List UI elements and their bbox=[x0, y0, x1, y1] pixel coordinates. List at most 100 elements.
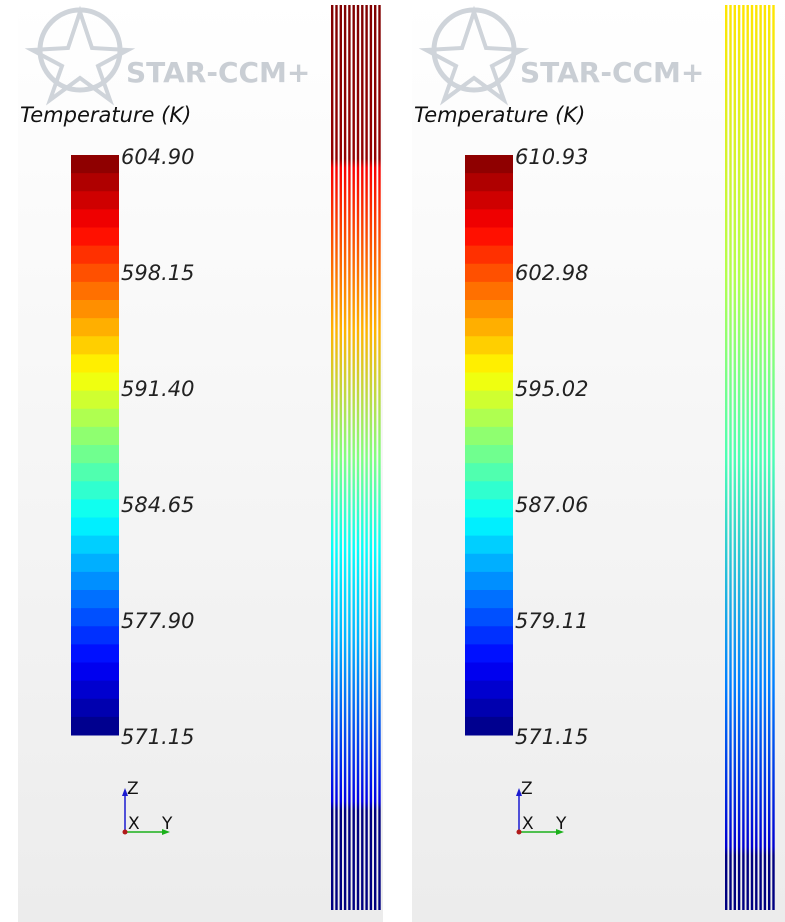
colorbar-label: 595.02 bbox=[515, 377, 588, 401]
colorbar-band bbox=[465, 391, 513, 410]
colorbar-band bbox=[465, 608, 513, 627]
colorbar-band bbox=[465, 499, 513, 518]
colorbar-band bbox=[71, 626, 119, 645]
colorbar-band bbox=[71, 173, 119, 192]
colorbar-band bbox=[465, 373, 513, 392]
flow-stripe bbox=[331, 5, 333, 910]
colorbar-band bbox=[465, 536, 513, 555]
flow-stripe bbox=[340, 5, 342, 910]
flow-stripe bbox=[772, 5, 774, 910]
viewport: STAR-CCM+ Temperature (K) 604.90 598.15 591.… bbox=[18, 0, 383, 922]
colorbar-band bbox=[465, 282, 513, 301]
flow-stripe bbox=[335, 5, 337, 910]
z-label: Z bbox=[521, 779, 533, 799]
colorbar-band bbox=[71, 209, 119, 228]
colorbar-band bbox=[465, 264, 513, 283]
flow-stripe bbox=[374, 5, 376, 910]
colorbar-label: 571.15 bbox=[121, 725, 194, 749]
colorbar-band bbox=[465, 463, 513, 482]
y-label: Y bbox=[161, 814, 173, 834]
colorbar-band bbox=[465, 209, 513, 228]
screen: STAR-CCM+ Temperature (K) 604.90 598.15 591.… bbox=[0, 0, 785, 922]
colorbar-band bbox=[71, 282, 119, 301]
colorbar-band bbox=[71, 373, 119, 392]
colorbar-band bbox=[71, 608, 119, 627]
flow-stripe bbox=[759, 5, 761, 910]
colorbar-band bbox=[465, 228, 513, 247]
colorbar-band bbox=[71, 427, 119, 446]
colorbar-band bbox=[71, 228, 119, 247]
x-axis-dot bbox=[517, 830, 522, 835]
x-axis-dot bbox=[123, 830, 128, 835]
colorbar-band bbox=[465, 518, 513, 537]
colorbar-band bbox=[465, 699, 513, 718]
colorbar-label: 587.06 bbox=[515, 493, 588, 517]
colorbar-band bbox=[71, 681, 119, 700]
colorbar-band bbox=[465, 336, 513, 355]
colorbar-band bbox=[465, 318, 513, 337]
colorbar-band bbox=[71, 336, 119, 355]
x-label: X bbox=[522, 814, 534, 834]
flow-stripe bbox=[725, 5, 727, 910]
colorbar-label: 577.90 bbox=[121, 609, 194, 633]
flow-stripe bbox=[729, 5, 731, 910]
colorbar-band bbox=[71, 264, 119, 283]
flow-stripe bbox=[764, 5, 766, 910]
flow-stripe bbox=[378, 5, 380, 910]
flow-stripe bbox=[738, 5, 740, 910]
flow-stripe bbox=[365, 5, 367, 910]
colorbar-band bbox=[71, 155, 119, 174]
colorbar-band bbox=[71, 663, 119, 682]
flow-stripe bbox=[734, 5, 736, 910]
logo-text: STAR-CCM+ bbox=[126, 56, 310, 89]
colorbar-band bbox=[71, 246, 119, 265]
colorbar-band bbox=[465, 681, 513, 700]
logo-text: STAR-CCM+ bbox=[520, 56, 704, 89]
colorbar-band bbox=[465, 481, 513, 500]
flow-stripe bbox=[768, 5, 770, 910]
colorbar-band bbox=[465, 445, 513, 464]
colorbar-band bbox=[71, 191, 119, 210]
legend-title: Temperature (K) bbox=[414, 103, 585, 127]
colorbar-label: 579.11 bbox=[515, 609, 588, 633]
colorbar-band bbox=[71, 572, 119, 591]
legend-title: Temperature (K) bbox=[20, 103, 191, 127]
colorbar-band bbox=[71, 518, 119, 537]
colorbar-band bbox=[71, 554, 119, 573]
colorbar-label: 571.15 bbox=[515, 725, 588, 749]
colorbar-label: 604.90 bbox=[121, 145, 194, 169]
colorbar-band bbox=[465, 409, 513, 428]
colorbar-band bbox=[71, 445, 119, 464]
colorbar-band bbox=[71, 409, 119, 428]
colorbar-band bbox=[465, 554, 513, 573]
colorbar-band bbox=[465, 626, 513, 645]
flow-stripe bbox=[370, 5, 372, 910]
flow-stripe bbox=[348, 5, 350, 910]
colorbar-band bbox=[71, 699, 119, 718]
colorbar-band bbox=[465, 354, 513, 373]
colorbar-band bbox=[71, 463, 119, 482]
colorbar-band bbox=[465, 246, 513, 265]
colorbar-band bbox=[71, 644, 119, 663]
colorbar-band bbox=[465, 427, 513, 446]
z-label: Z bbox=[127, 779, 139, 799]
colorbar-label: 598.15 bbox=[121, 261, 194, 285]
colorbar-band bbox=[465, 191, 513, 210]
colorbar-band bbox=[71, 717, 119, 736]
flow-stripe bbox=[353, 5, 355, 910]
colorbar-band bbox=[71, 354, 119, 373]
colorbar-label: 591.40 bbox=[121, 377, 194, 401]
colorbar-label: 610.93 bbox=[515, 145, 588, 169]
colorbar-band bbox=[71, 300, 119, 319]
colorbar-band bbox=[71, 499, 119, 518]
flow-stripe bbox=[361, 5, 363, 910]
flow-stripe bbox=[747, 5, 749, 910]
colorbar-band bbox=[465, 590, 513, 609]
colorbar-band bbox=[71, 481, 119, 500]
colorbar-band bbox=[465, 300, 513, 319]
flow-stripe bbox=[755, 5, 757, 910]
colorbar-band bbox=[465, 717, 513, 736]
flow-stripe bbox=[357, 5, 359, 910]
colorbar-band bbox=[465, 644, 513, 663]
colorbar-band bbox=[71, 318, 119, 337]
